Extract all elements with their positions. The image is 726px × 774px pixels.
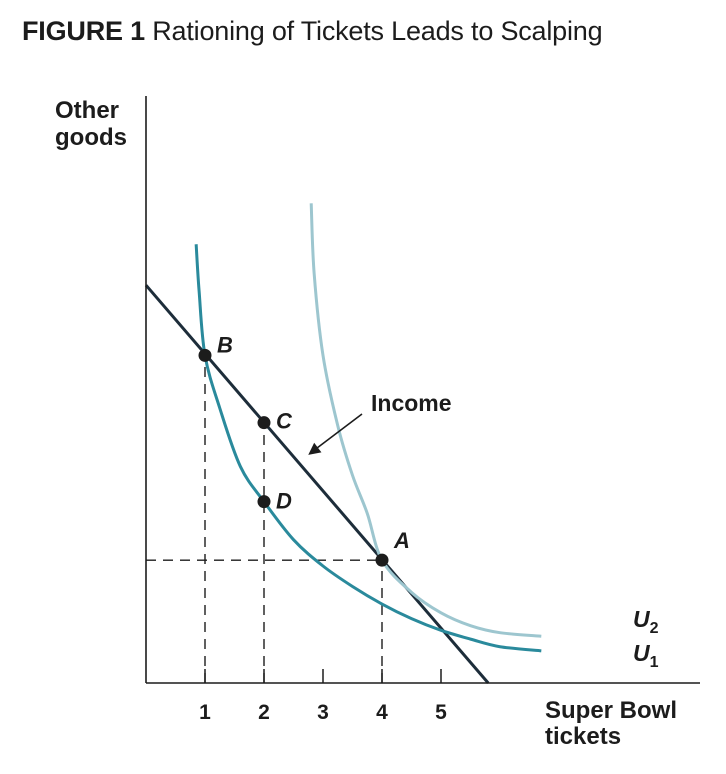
guide-lines: [146, 355, 383, 683]
point-c: [257, 416, 271, 430]
point-label-c: C: [276, 409, 293, 434]
curve-label-subscript: 2: [650, 620, 659, 637]
curve-label-base: U: [633, 640, 651, 666]
x-tick-label: 4: [376, 701, 388, 724]
figure-label: FIGURE 1: [22, 16, 145, 46]
income-budget-line: [144, 284, 490, 684]
x-tick-label: 1: [199, 701, 211, 724]
figure-title: FIGURE 1 Rationing of Tickets Leads to S…: [22, 16, 603, 47]
indifference-curve-u2: [309, 203, 542, 638]
y-axis-label: goods: [55, 124, 127, 151]
point-d: [257, 495, 271, 509]
x-axis-label: tickets: [545, 723, 621, 750]
curve-label-u1: U1: [633, 640, 659, 671]
points: [198, 348, 389, 567]
curve-label-u2: U2: [633, 606, 659, 637]
income-arrow-head: [308, 442, 322, 455]
figure-title-text: Rationing of Tickets Leads to Scalping: [152, 16, 603, 46]
x-tick-label: 3: [317, 701, 329, 724]
indifference-curve-u1: [194, 244, 542, 653]
y-axis-label: Other: [55, 97, 119, 124]
point-b: [198, 348, 212, 362]
x-tick-label: 5: [435, 701, 447, 724]
income-label: Income: [371, 390, 452, 416]
point-a: [375, 553, 389, 567]
point-label-d: D: [276, 489, 292, 514]
income-arrow-shaft: [312, 413, 363, 452]
curve-label-base: U: [633, 606, 651, 632]
axes: [145, 96, 700, 684]
curve-label-subscript: 1: [650, 654, 659, 671]
x-tick-label: 2: [258, 701, 270, 724]
point-label-a: A: [393, 528, 410, 553]
x-axis-label: Super Bowl: [545, 697, 677, 724]
point-label-b: B: [217, 332, 233, 357]
